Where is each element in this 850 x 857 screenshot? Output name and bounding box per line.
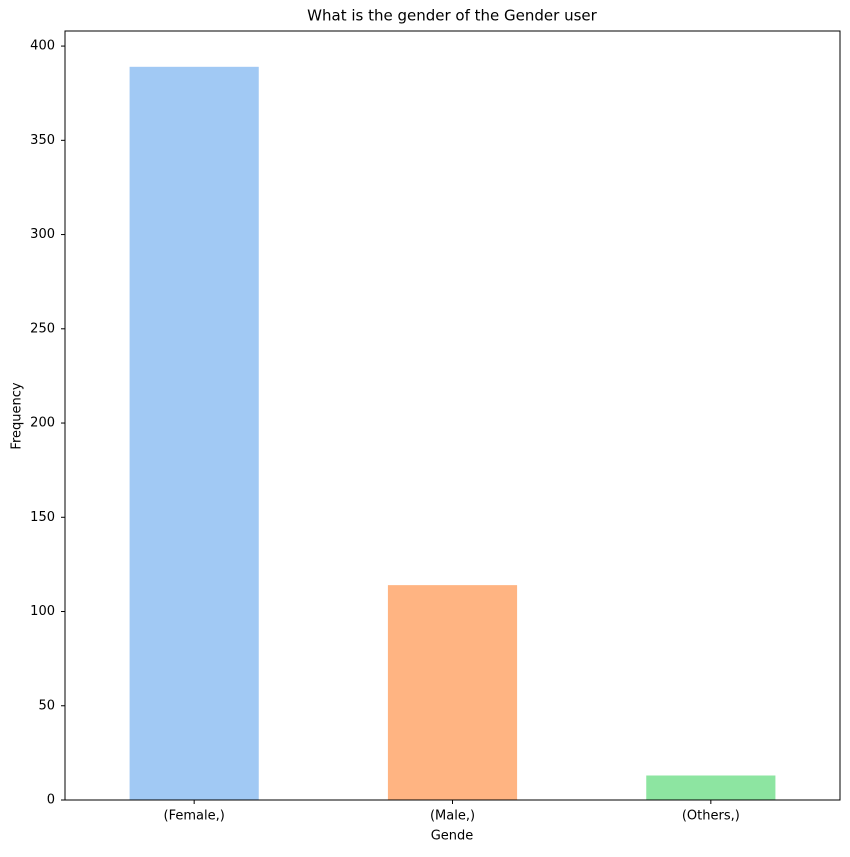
y-tick-label: 300 bbox=[30, 227, 55, 242]
y-tick-label: 150 bbox=[30, 510, 55, 525]
y-tick-label: 200 bbox=[30, 416, 55, 431]
y-tick-label: 100 bbox=[30, 604, 55, 619]
x-tick-label: (Male,) bbox=[430, 809, 475, 824]
y-tick-label: 250 bbox=[30, 321, 55, 336]
bar bbox=[387, 585, 518, 800]
y-tick-label: 0 bbox=[47, 793, 55, 808]
y-axis-label: Frequency bbox=[10, 382, 25, 449]
y-tick-label: 350 bbox=[30, 133, 55, 148]
bar bbox=[646, 775, 776, 800]
x-tick-label: (Others,) bbox=[682, 809, 740, 824]
plot-frame bbox=[64, 30, 841, 801]
y-tick-label: 50 bbox=[38, 698, 55, 713]
x-tick-label: (Female,) bbox=[164, 809, 225, 824]
chart-title: What is the gender of the Gender user bbox=[307, 7, 597, 25]
x-axis-label: Gende bbox=[431, 829, 474, 844]
y-tick-label: 400 bbox=[30, 39, 55, 54]
bar bbox=[129, 66, 259, 800]
